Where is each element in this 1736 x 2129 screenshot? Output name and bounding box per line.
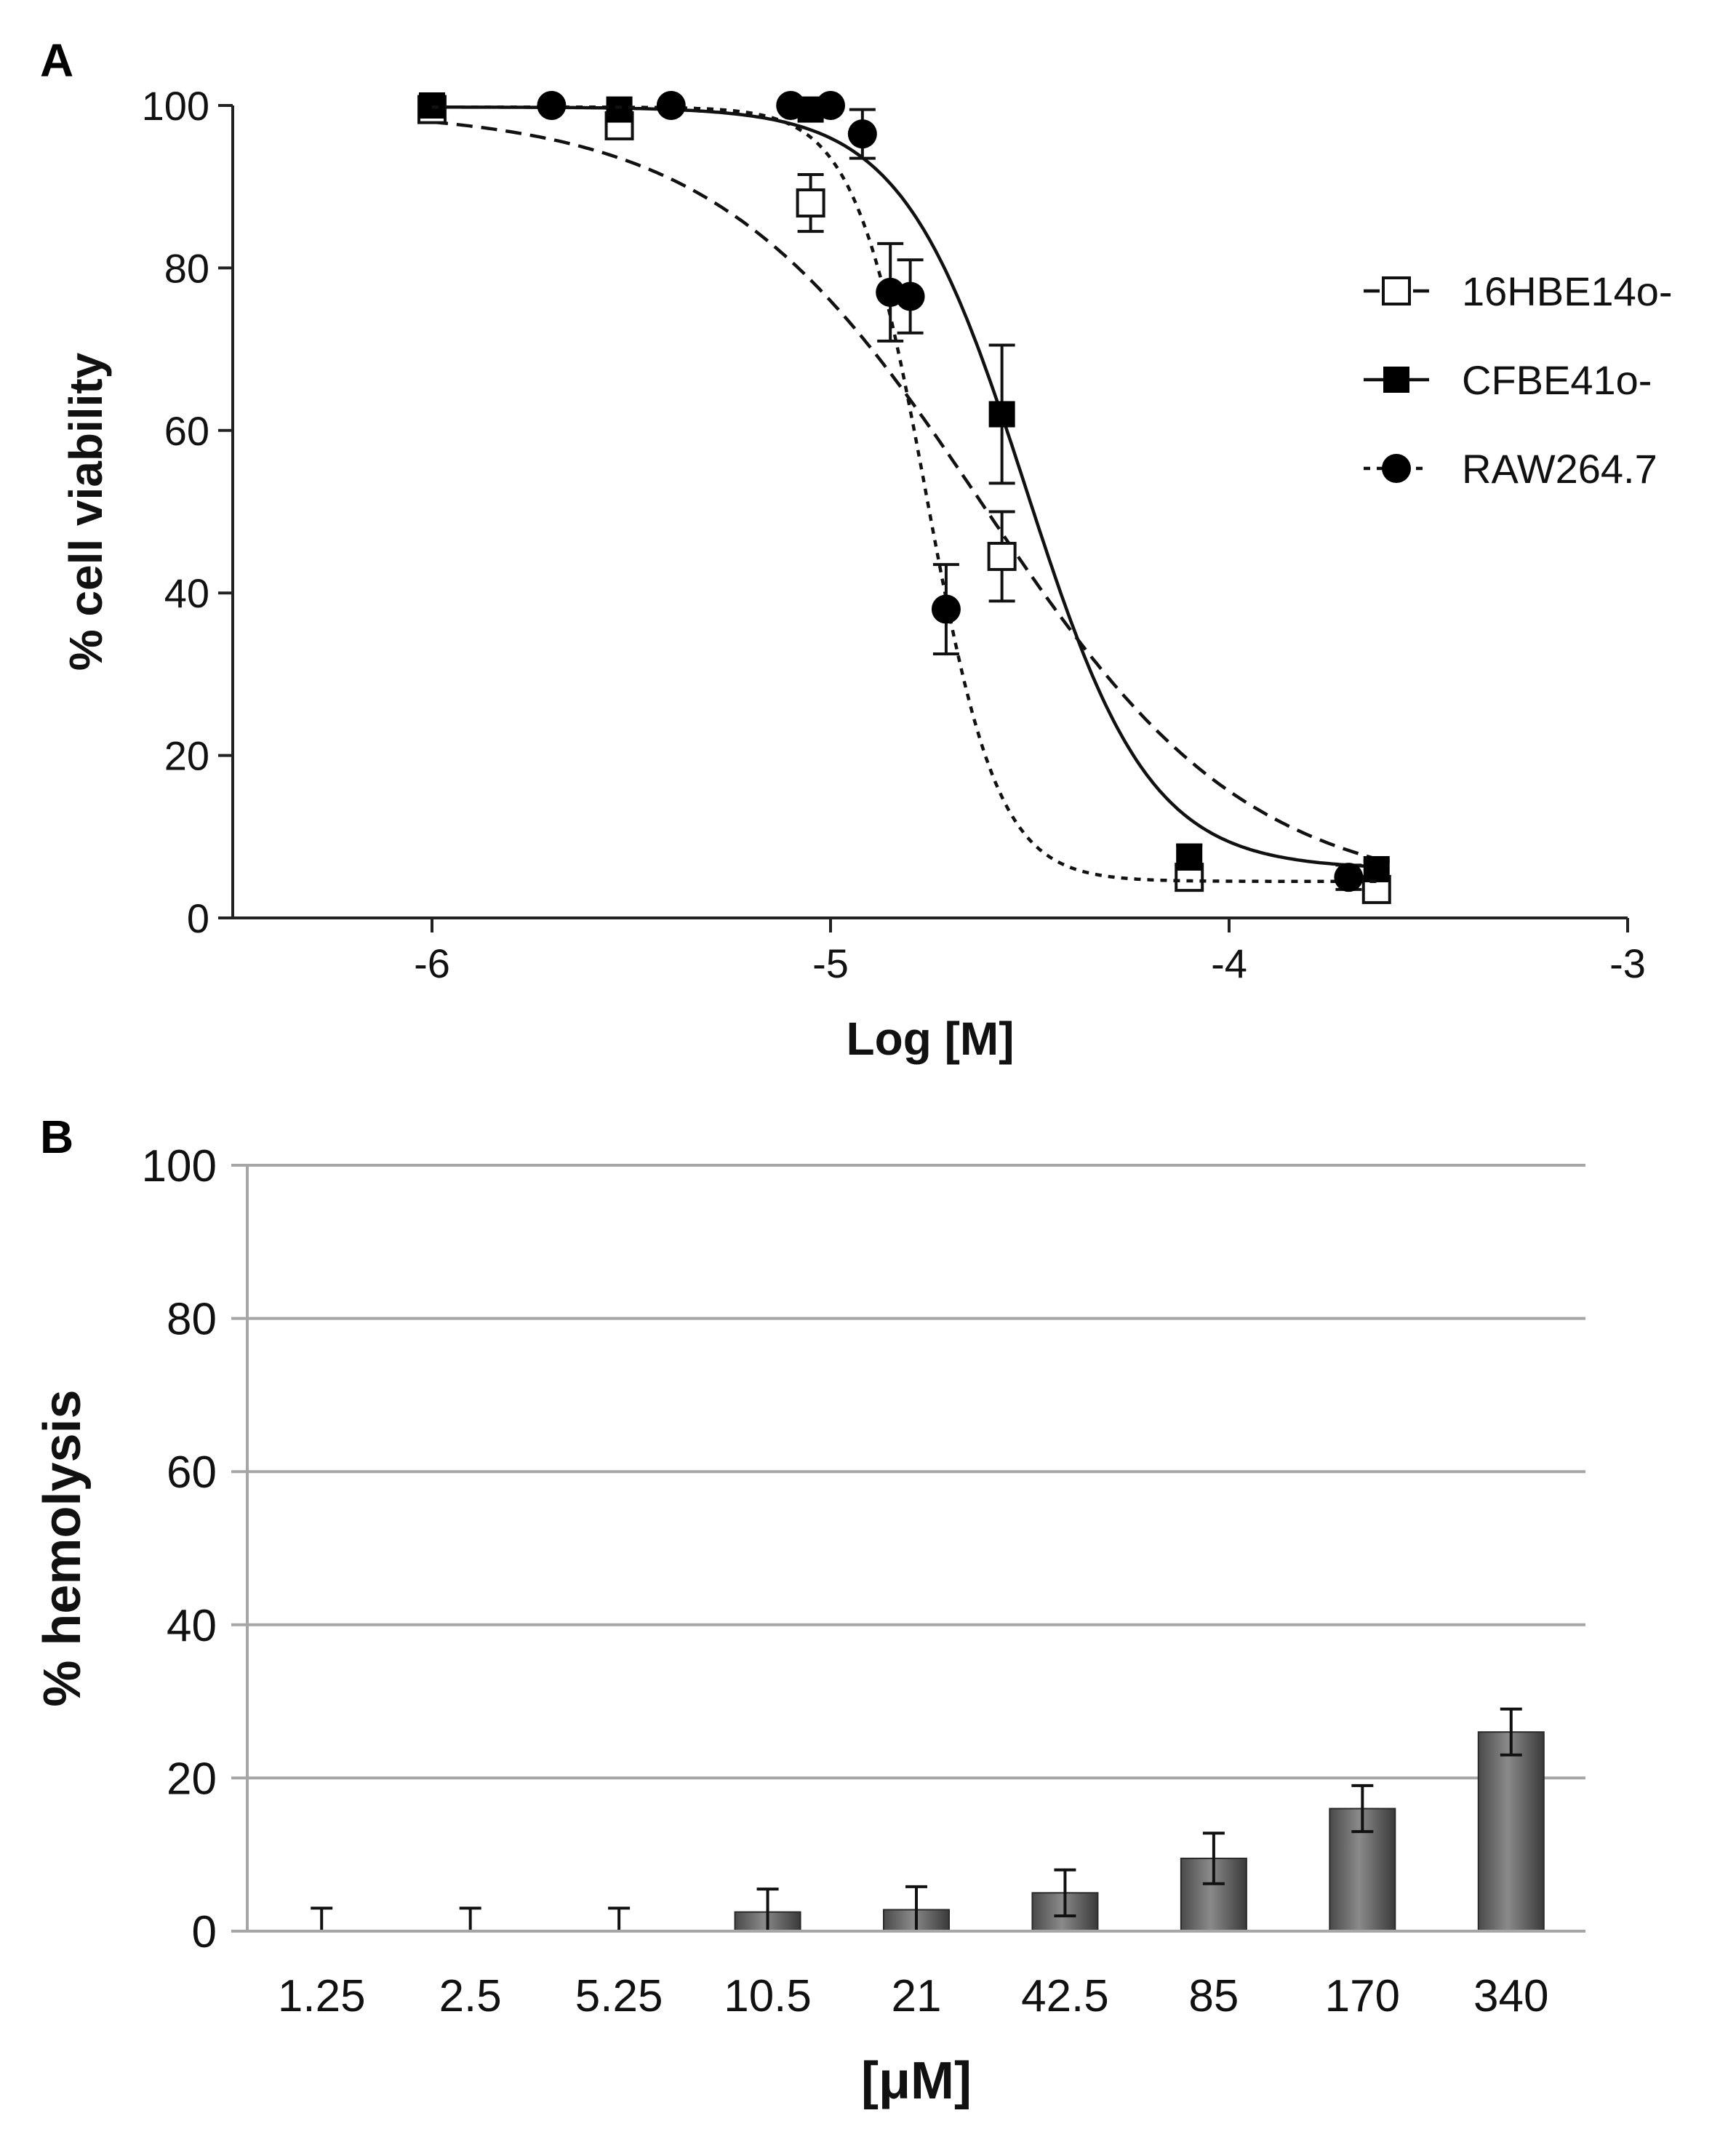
y-tick-label-80: 80 bbox=[164, 245, 209, 291]
y-axis-title: % cell viability bbox=[60, 352, 112, 671]
chart-b-hemolysis: 0 20 40 60 80 100 1.25 2.5 5.25 10.5 21 42.5 85 170 34… bbox=[33, 1141, 1585, 2110]
point-RAW264.7-1 bbox=[656, 91, 686, 120]
y-tick-label-40: 40 bbox=[164, 570, 209, 616]
point-RAW264.7-6 bbox=[895, 281, 925, 311]
x-tick-label-b-5.25: 5.25 bbox=[575, 1971, 663, 2021]
point-RAW264.7-0 bbox=[537, 91, 567, 120]
legend-marker-RAW264.7 bbox=[1382, 454, 1411, 483]
x-tick-label-b-170: 170 bbox=[1325, 1971, 1400, 2021]
legend-label-16HBE14o-: 16HBE14o- bbox=[1462, 268, 1673, 314]
x-tick-label--5: -5 bbox=[812, 940, 849, 986]
x-axis-title: Log [M] bbox=[847, 1012, 1015, 1065]
point-CFBE41o--5 bbox=[1363, 855, 1390, 882]
point-RAW264.7-4 bbox=[847, 119, 877, 149]
legend-marker-CFBE41o- bbox=[1383, 367, 1409, 393]
y-tick-label-b-20: 20 bbox=[167, 1754, 217, 1804]
x-tick-label--3: -3 bbox=[1609, 940, 1646, 986]
x-tick-label-b-21: 21 bbox=[892, 1971, 942, 2021]
x-tick-label--4: -4 bbox=[1211, 940, 1247, 986]
chart-a-viability: 0 20 40 60 80 100 -6 -5 -4 -3 Log [M] % cell viabil… bbox=[60, 83, 1673, 1065]
y-tick-label-b-60: 60 bbox=[167, 1447, 217, 1498]
point-16HBE14o--2 bbox=[796, 188, 825, 218]
bar-340 bbox=[1477, 1731, 1545, 1932]
legend-label-RAW264.7: RAW264.7 bbox=[1462, 446, 1657, 492]
y-tick-label-60: 60 bbox=[164, 408, 209, 454]
y-axis-title-b: % hemolysis bbox=[33, 1389, 92, 1706]
series-CFBE41o- bbox=[419, 92, 1390, 882]
y-tick-label-b-80: 80 bbox=[167, 1295, 217, 1345]
panel-b-label: B bbox=[40, 1111, 73, 1163]
fit-curve-CFBE41o- bbox=[432, 105, 1377, 868]
fit-curve-16HBE14o- bbox=[431, 120, 1377, 861]
point-RAW264.7-8 bbox=[1334, 863, 1364, 892]
panel-a-label: A bbox=[40, 34, 73, 87]
y-tick-label-0: 0 bbox=[187, 895, 209, 941]
point-CFBE41o--1 bbox=[606, 96, 633, 123]
legend-label-CFBE41o-: CFBE41o- bbox=[1462, 357, 1652, 403]
y-tick-label-b-40: 40 bbox=[167, 1601, 217, 1651]
y-tick-label-b-0: 0 bbox=[192, 1907, 217, 1957]
point-CFBE41o--3 bbox=[988, 401, 1015, 428]
y-tick-label-b-100: 100 bbox=[142, 1141, 217, 1191]
x-tick-label-b-42.5: 42.5 bbox=[1021, 1971, 1109, 2021]
point-RAW264.7-3 bbox=[816, 91, 845, 120]
series-RAW264.7 bbox=[432, 91, 1377, 892]
legend: 16HBE14o- CFBE41o- RAW264.7 bbox=[1364, 268, 1673, 492]
point-RAW264.7-7 bbox=[931, 594, 961, 624]
x-tick-label-b-10.5: 10.5 bbox=[724, 1971, 812, 2021]
x-tick-label-b-2.5: 2.5 bbox=[439, 1971, 502, 2021]
point-16HBE14o--3 bbox=[987, 541, 1017, 571]
y-tick-label-20: 20 bbox=[164, 733, 209, 779]
x-tick-label-b-1.25: 1.25 bbox=[278, 1971, 366, 2021]
x-tick-label-b-340: 340 bbox=[1473, 1971, 1548, 2021]
point-CFBE41o--4 bbox=[1176, 844, 1203, 871]
x-tick-label-b-85: 85 bbox=[1188, 1971, 1239, 2021]
point-RAW264.7-2 bbox=[776, 91, 806, 120]
y-tick-label-100: 100 bbox=[142, 83, 209, 129]
x-tick-label--6: -6 bbox=[414, 940, 450, 986]
x-axis-title-b: [μM] bbox=[861, 2052, 972, 2110]
legend-marker-16HBE14o- bbox=[1382, 276, 1411, 305]
fit-curve-RAW264.7 bbox=[432, 105, 1377, 883]
series-16HBE14o- bbox=[417, 95, 1391, 904]
